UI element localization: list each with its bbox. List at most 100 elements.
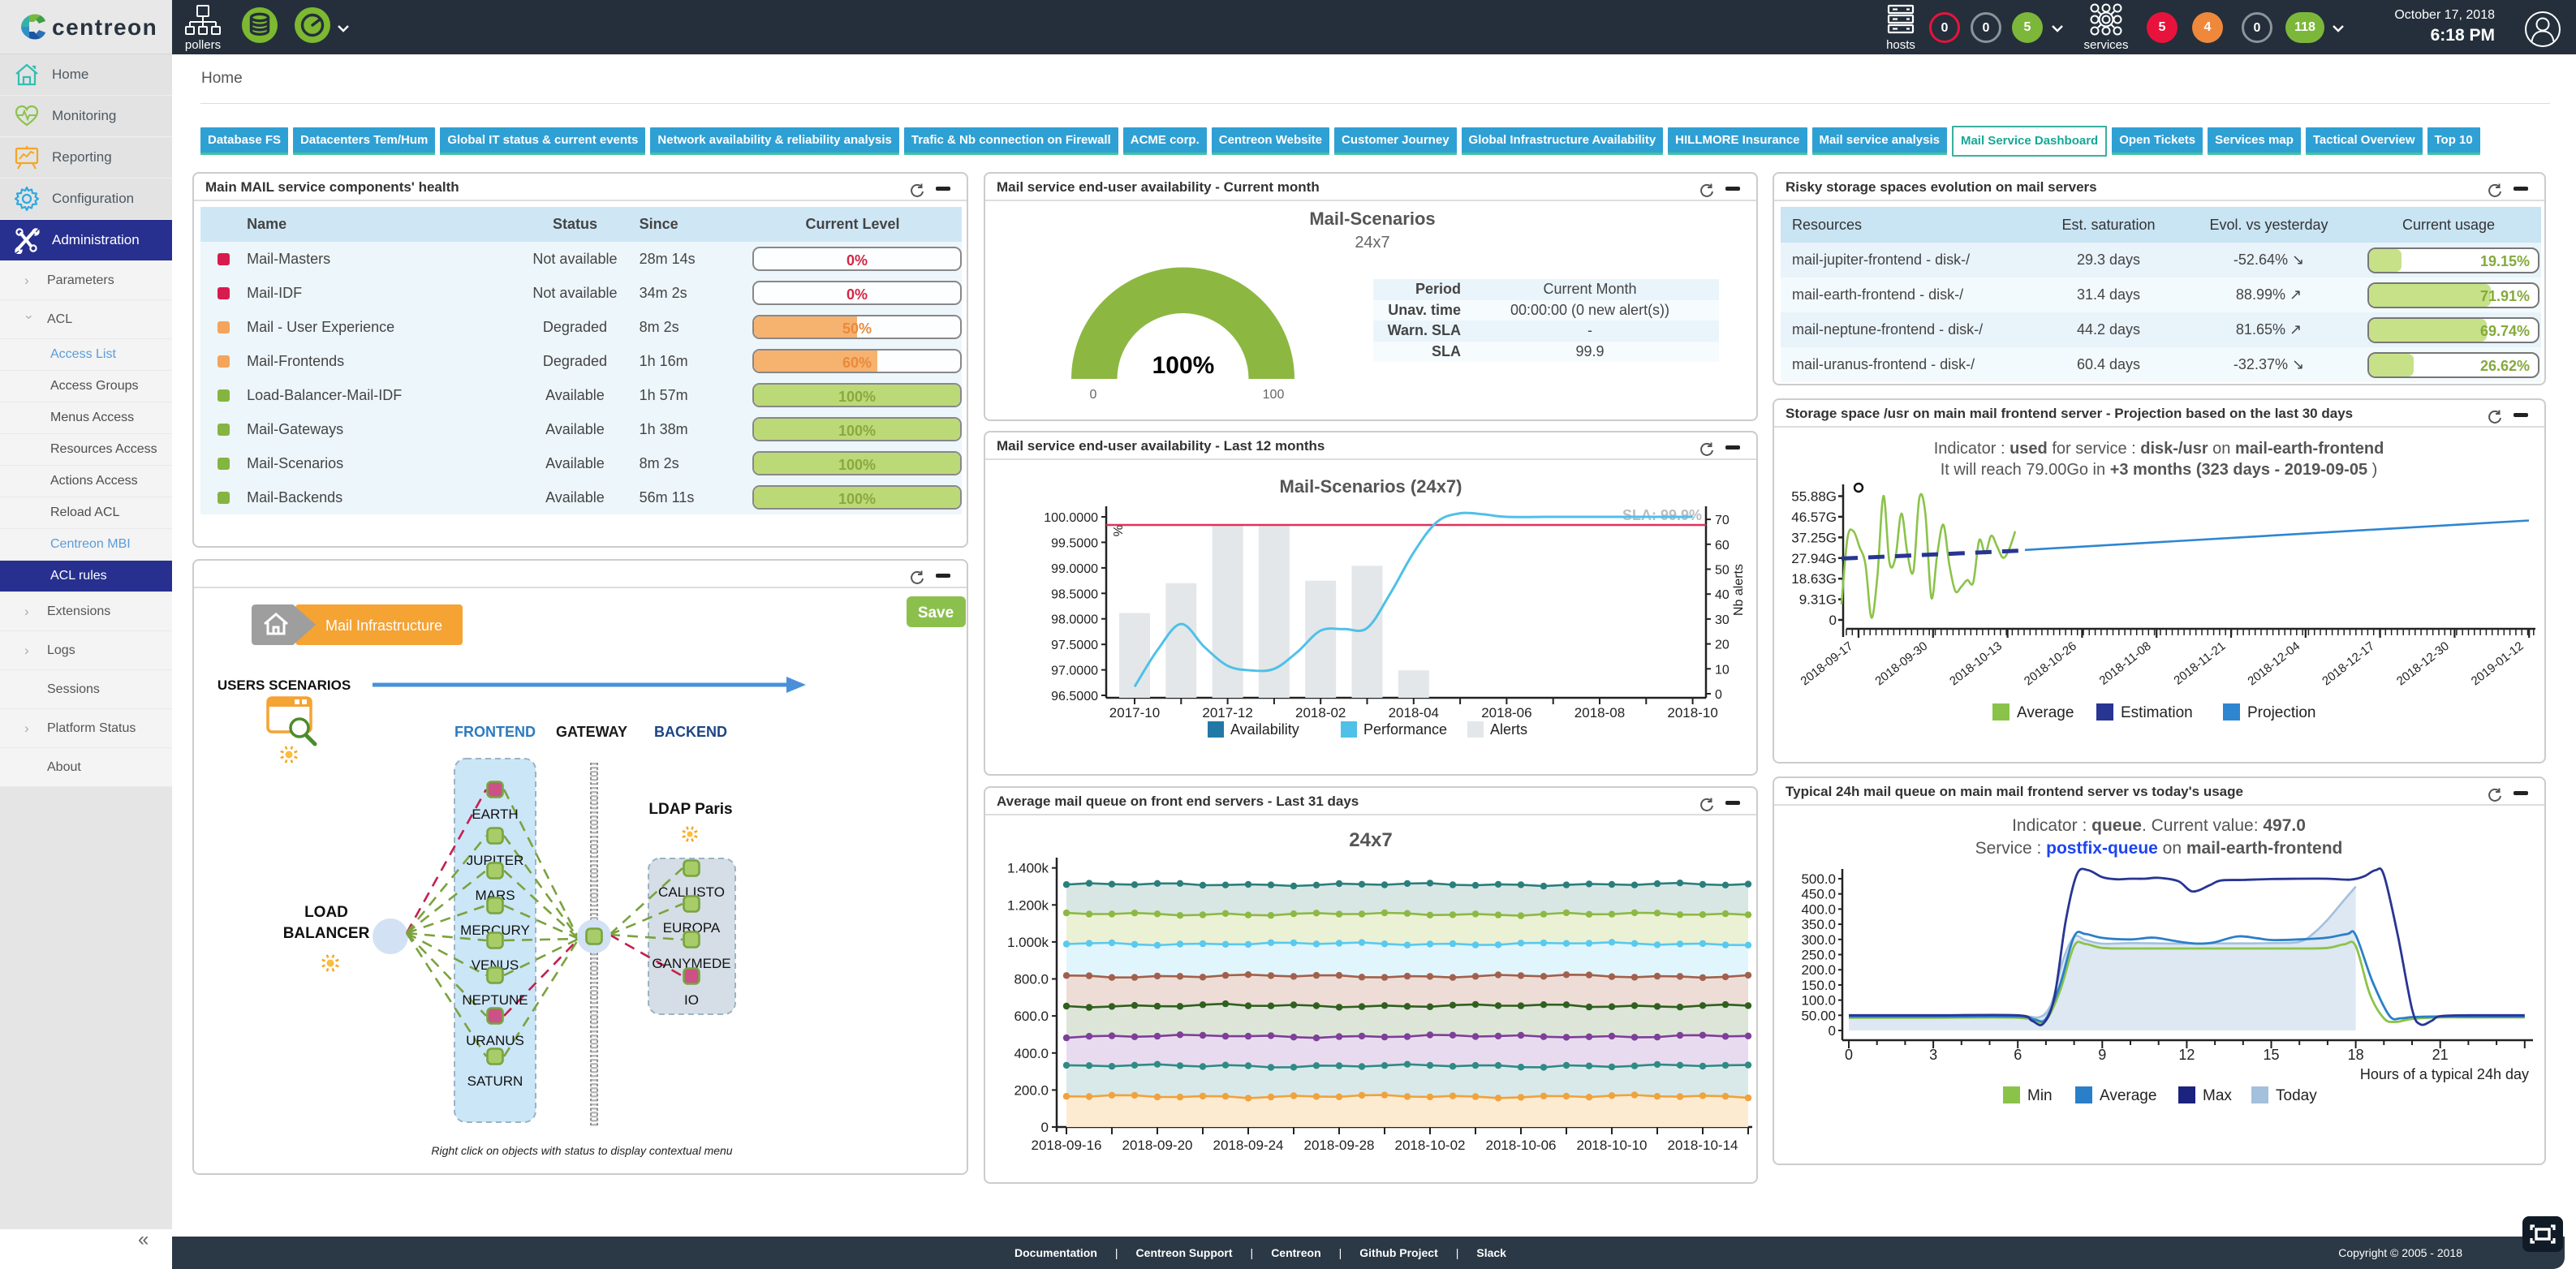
svg-text:Hours of a typical 24h day: Hours of a typical 24h day <box>2360 1066 2529 1082</box>
svg-text:FRONTEND: FRONTEND <box>454 724 536 740</box>
svg-text:2018-09-20: 2018-09-20 <box>1122 1138 1193 1153</box>
svg-text:Performance: Performance <box>1363 721 1447 738</box>
svg-text:2018-08: 2018-08 <box>1574 705 1625 721</box>
svg-text:2018-12-30: 2018-12-30 <box>2394 639 2452 689</box>
svg-text:2018-04: 2018-04 <box>1389 705 1439 721</box>
svg-text:55.88G: 55.88G <box>1791 489 1837 505</box>
svg-text:Save: Save <box>918 604 954 622</box>
svg-text:46.57G: 46.57G <box>1791 510 1837 525</box>
svg-text:2018-12-17: 2018-12-17 <box>2320 639 2377 689</box>
svg-text:2018-10-14: 2018-10-14 <box>1668 1138 1738 1153</box>
svg-text:NEPTUNE: NEPTUNE <box>462 992 528 1008</box>
svg-text:JUPITER: JUPITER <box>467 853 524 868</box>
svg-text:GANYMEDE: GANYMEDE <box>652 956 730 971</box>
svg-text:Max: Max <box>2203 1087 2232 1104</box>
svg-text:Alerts: Alerts <box>1490 721 1527 738</box>
svg-text:600.0: 600.0 <box>1014 1009 1049 1024</box>
svg-text:50: 50 <box>1715 564 1730 578</box>
svg-text:24x7: 24x7 <box>1349 829 1392 851</box>
svg-text:350.0: 350.0 <box>1801 917 1836 932</box>
svg-text:1.200k: 1.200k <box>1007 897 1049 913</box>
svg-text:Average: Average <box>2017 704 2074 721</box>
svg-text:21: 21 <box>2432 1047 2449 1063</box>
svg-text:50.00: 50.00 <box>1801 1008 1836 1023</box>
svg-text:2018-02: 2018-02 <box>1295 705 1346 721</box>
svg-text:100%: 100% <box>1152 352 1215 379</box>
svg-text:SATURN: SATURN <box>467 1073 523 1089</box>
svg-text:2018-10-10: 2018-10-10 <box>1577 1138 1648 1153</box>
svg-text:100.0000: 100.0000 <box>1044 511 1098 525</box>
svg-text:6: 6 <box>2014 1047 2022 1063</box>
svg-text:Mail Infrastructure: Mail Infrastructure <box>325 617 442 634</box>
svg-text:2019-01-12: 2019-01-12 <box>2469 639 2526 689</box>
svg-text:0: 0 <box>1829 1023 1836 1039</box>
svg-text:MERCURY: MERCURY <box>460 923 530 938</box>
svg-text:Estimation: Estimation <box>2121 704 2193 721</box>
svg-text:300.0: 300.0 <box>1801 932 1836 948</box>
svg-text:9: 9 <box>2098 1047 2106 1063</box>
svg-text:37.25G: 37.25G <box>1791 530 1837 545</box>
svg-text:Right click on objects with st: Right click on objects with status to di… <box>431 1144 732 1157</box>
svg-text:100: 100 <box>1263 388 1285 402</box>
svg-text:24x7: 24x7 <box>1355 234 1389 252</box>
svg-text:Indicator : queue. Current val: Indicator : queue. Current value: 497.0 <box>2012 816 2306 835</box>
svg-text:100.0: 100.0 <box>1801 993 1836 1009</box>
svg-text:99.0000: 99.0000 <box>1051 562 1098 576</box>
svg-text:800.0: 800.0 <box>1014 972 1049 987</box>
svg-text:2017-12: 2017-12 <box>1202 705 1252 721</box>
svg-text:9.31G: 9.31G <box>1799 592 1837 608</box>
svg-text:20: 20 <box>1715 639 1730 652</box>
svg-text:200.0: 200.0 <box>1014 1082 1049 1098</box>
svg-text:URANUS: URANUS <box>466 1033 524 1048</box>
svg-text:IO: IO <box>684 992 699 1008</box>
svg-text:2018-09-17: 2018-09-17 <box>1798 639 1856 689</box>
svg-text:98.5000: 98.5000 <box>1051 587 1098 601</box>
svg-text:99.5000: 99.5000 <box>1051 536 1098 550</box>
svg-text:0: 0 <box>1829 613 1837 628</box>
svg-text:18: 18 <box>2348 1047 2364 1063</box>
svg-text:2018-11-08: 2018-11-08 <box>2097 639 2154 688</box>
svg-text:BACKEND: BACKEND <box>654 724 727 740</box>
svg-text:Average: Average <box>2100 1087 2156 1104</box>
svg-text:Indicator : used for service :: Indicator : used for service : disk-/usr… <box>1934 440 2384 458</box>
svg-text:70: 70 <box>1715 514 1730 527</box>
svg-text:Availability: Availability <box>1230 721 1299 738</box>
svg-text:SLA: 99.9%: SLA: 99.9% <box>1622 507 1702 523</box>
svg-text:0: 0 <box>1090 388 1097 402</box>
svg-text:30: 30 <box>1715 613 1730 627</box>
svg-text:Nb alerts: Nb alerts <box>1732 564 1746 616</box>
svg-text:2018-09-28: 2018-09-28 <box>1304 1138 1375 1153</box>
svg-text:97.0000: 97.0000 <box>1051 665 1098 678</box>
svg-text:3: 3 <box>1929 1047 1937 1063</box>
svg-text:12: 12 <box>2178 1047 2195 1063</box>
svg-text:27.94G: 27.94G <box>1791 551 1837 566</box>
svg-text:Mail-Scenarios (24x7): Mail-Scenarios (24x7) <box>1280 476 1462 497</box>
svg-text:97.5000: 97.5000 <box>1051 639 1098 652</box>
svg-text:1.000k: 1.000k <box>1007 935 1049 950</box>
svg-text:LDAP Paris: LDAP Paris <box>648 801 732 818</box>
svg-text:2018-09-30: 2018-09-30 <box>1872 639 1930 689</box>
svg-text:2018-09-16: 2018-09-16 <box>1032 1138 1102 1153</box>
svg-text:18.63G: 18.63G <box>1791 571 1837 587</box>
svg-text:USERS SCENARIOS: USERS SCENARIOS <box>218 678 351 693</box>
svg-text:150.0: 150.0 <box>1801 978 1836 993</box>
svg-text:2018-10: 2018-10 <box>1667 705 1717 721</box>
svg-text:CALLISTO: CALLISTO <box>658 884 725 900</box>
svg-text:MARS: MARS <box>475 888 515 903</box>
svg-text:Mail-Scenarios: Mail-Scenarios <box>1309 209 1435 229</box>
svg-text:2018-10-02: 2018-10-02 <box>1395 1138 1466 1153</box>
svg-text:60: 60 <box>1715 539 1730 553</box>
svg-text:400.0: 400.0 <box>1014 1046 1049 1061</box>
svg-text:1.400k: 1.400k <box>1007 861 1049 876</box>
svg-text:0: 0 <box>1845 1047 1853 1063</box>
svg-text:2018-10-13: 2018-10-13 <box>1947 639 2005 689</box>
svg-text:15: 15 <box>2263 1047 2279 1063</box>
svg-text:40: 40 <box>1715 588 1730 602</box>
svg-text:EARTH: EARTH <box>472 807 518 822</box>
svg-text:2018-10-06: 2018-10-06 <box>1486 1138 1557 1153</box>
svg-text:2018-09-24: 2018-09-24 <box>1213 1138 1284 1153</box>
svg-text:EUROPA: EUROPA <box>663 920 721 936</box>
svg-text:450.0: 450.0 <box>1801 887 1836 902</box>
svg-text:10: 10 <box>1715 663 1730 677</box>
svg-text:98.0000: 98.0000 <box>1051 613 1098 627</box>
